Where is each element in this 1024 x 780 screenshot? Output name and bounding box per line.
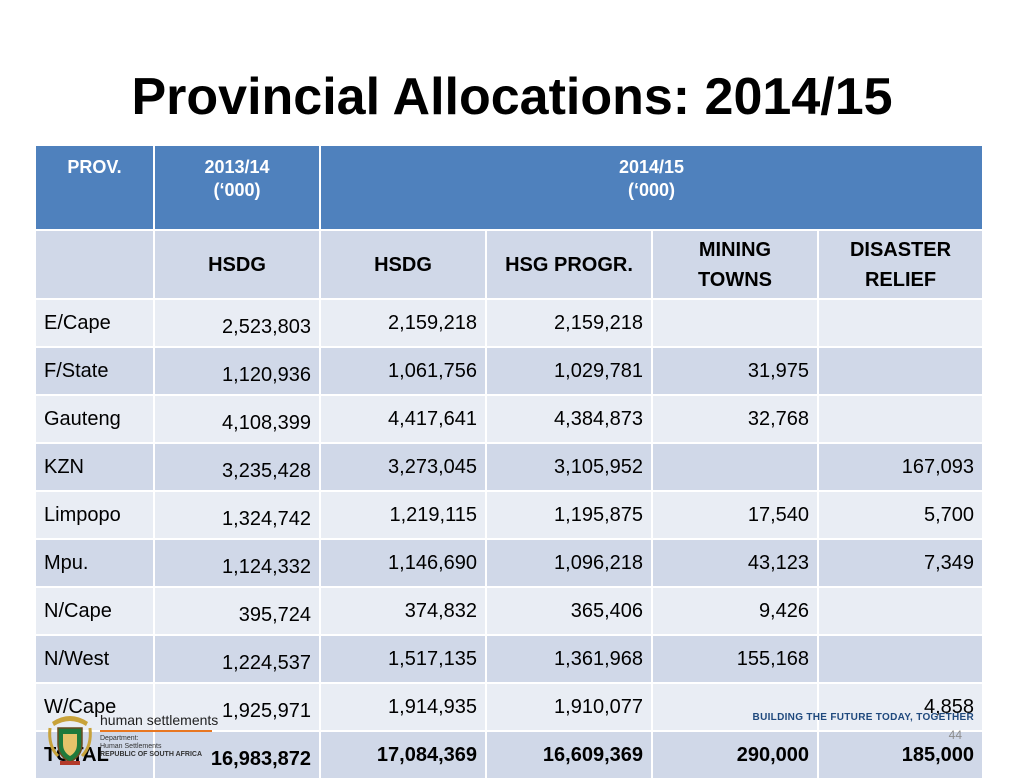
cell-total-2014-hsdg: 17,084,369 xyxy=(319,730,487,780)
cell-disaster-relief: 4,858 xyxy=(816,682,985,732)
cell-hsg-progr: 1,029,781 xyxy=(485,346,653,396)
cell-2014-hsdg: 1,219,115 xyxy=(319,490,487,540)
header-2013-14-year: 2013/14 xyxy=(204,157,270,177)
subheader-prov xyxy=(34,229,155,300)
cell-2014-hsdg: 1,061,756 xyxy=(319,346,487,396)
cell-2014-hsdg: 3,273,045 xyxy=(319,442,487,492)
subheader-disaster-relief-line2: RELIEF xyxy=(864,268,937,291)
cell-disaster-relief xyxy=(816,346,985,396)
table-row: N/Cape 395,724 374,832 365,406 9,426 xyxy=(34,586,985,636)
cell-disaster-relief xyxy=(816,298,985,348)
cell-2013-hsdg: 1,925,971 xyxy=(153,682,321,732)
subheader-mining-towns-line1: MINING xyxy=(698,238,772,261)
cell-hsg-progr: 2,159,218 xyxy=(485,298,653,348)
cell-mining-towns xyxy=(651,442,819,492)
cell-2014-hsdg: 4,417,641 xyxy=(319,394,487,444)
subheader-mining-towns-line2: TOWNS xyxy=(697,268,773,291)
cell-disaster-relief: 5,700 xyxy=(816,490,985,540)
cell-disaster-relief: 7,349 xyxy=(816,538,985,588)
page-number: 44 xyxy=(948,728,962,742)
subheader-hsdg-2014: HSDG xyxy=(319,229,487,300)
cell-2013-hsdg: 1,224,537 xyxy=(153,634,321,684)
cell-2014-hsdg: 2,159,218 xyxy=(319,298,487,348)
header-row-years: PROV. 2013/14 (‘000) 2014/15 (‘000) xyxy=(34,144,985,231)
cell-total-mining-towns: 290,000 xyxy=(651,730,819,780)
allocations-table: PROV. 2013/14 (‘000) 2014/15 (‘000) HSDG… xyxy=(34,144,985,780)
cell-mining-towns xyxy=(651,682,819,732)
cell-mining-towns: 17,540 xyxy=(651,490,819,540)
cell-hsg-progr: 1,910,077 xyxy=(485,682,653,732)
cell-mining-towns xyxy=(651,298,819,348)
cell-province: F/State xyxy=(34,346,155,396)
cell-2014-hsdg: 1,517,135 xyxy=(319,634,487,684)
subheader-disaster-relief: DISASTER RELIEF xyxy=(816,229,985,300)
brand-divider xyxy=(100,730,212,732)
cell-province: Gauteng xyxy=(34,394,155,444)
table-row: Gauteng 4,108,399 4,417,641 4,384,873 32… xyxy=(34,394,985,444)
cell-2013-hsdg: 3,235,428 xyxy=(153,442,321,492)
department-label: Department: xyxy=(100,735,139,742)
cell-province: KZN xyxy=(34,442,155,492)
cell-hsg-progr: 4,384,873 xyxy=(485,394,653,444)
cell-2013-hsdg: 2,523,803 xyxy=(153,298,321,348)
table-row: E/Cape 2,523,803 2,159,218 2,159,218 xyxy=(34,298,985,348)
cell-2013-hsdg: 1,324,742 xyxy=(153,490,321,540)
slide-title: Provincial Allocations: 2014/15 xyxy=(131,68,893,126)
table-row: F/State 1,120,936 1,061,756 1,029,781 31… xyxy=(34,346,985,396)
cell-mining-towns: 155,168 xyxy=(651,634,819,684)
cell-2013-hsdg: 1,124,332 xyxy=(153,538,321,588)
cell-2014-hsdg: 374,832 xyxy=(319,586,487,636)
subheader-disaster-relief-line1: DISASTER xyxy=(849,238,952,261)
cell-2014-hsdg: 1,146,690 xyxy=(319,538,487,588)
cell-disaster-relief: 167,093 xyxy=(816,442,985,492)
table-row: Limpopo 1,324,742 1,219,115 1,195,875 17… xyxy=(34,490,985,540)
header-2013-14-unit: (‘000) xyxy=(213,180,261,200)
header-prov: PROV. xyxy=(34,144,155,231)
cell-disaster-relief xyxy=(816,634,985,684)
table-row: Mpu. 1,124,332 1,146,690 1,096,218 43,12… xyxy=(34,538,985,588)
table-row: KZN 3,235,428 3,273,045 3,105,952 167,09… xyxy=(34,442,985,492)
cell-hsg-progr: 1,096,218 xyxy=(485,538,653,588)
cell-mining-towns: 43,123 xyxy=(651,538,819,588)
cell-hsg-progr: 1,195,875 xyxy=(485,490,653,540)
cell-province: N/Cape xyxy=(34,586,155,636)
cell-2013-hsdg: 395,724 xyxy=(153,586,321,636)
cell-mining-towns: 31,975 xyxy=(651,346,819,396)
header-2013-14: 2013/14 (‘000) xyxy=(153,144,321,231)
header-2014-15: 2014/15 (‘000) xyxy=(318,144,985,231)
cell-hsg-progr: 3,105,952 xyxy=(485,442,653,492)
brand-name: human settlements xyxy=(100,712,219,728)
cell-disaster-relief xyxy=(816,586,985,636)
cell-total-hsg-progr: 16,609,369 xyxy=(485,730,653,780)
cell-mining-towns: 9,426 xyxy=(651,586,819,636)
cell-disaster-relief xyxy=(816,394,985,444)
cell-2013-hsdg: 4,108,399 xyxy=(153,394,321,444)
tagline: BUILDING THE FUTURE TODAY, TOGETHER xyxy=(752,712,974,723)
subheader-hsg-progr: HSG PROGR. xyxy=(485,229,653,300)
cell-province: Mpu. xyxy=(34,538,155,588)
cell-2014-hsdg: 1,914,935 xyxy=(319,682,487,732)
cell-province: N/West xyxy=(34,634,155,684)
cell-mining-towns: 32,768 xyxy=(651,394,819,444)
subheader-mining-towns: MINING TOWNS xyxy=(651,229,819,300)
cell-2013-hsdg: 1,120,936 xyxy=(153,346,321,396)
cell-province: E/Cape xyxy=(34,298,155,348)
cell-hsg-progr: 365,406 xyxy=(485,586,653,636)
header-row-programmes: HSDG HSDG HSG PROGR. MINING TOWNS DISAST… xyxy=(34,229,985,300)
subheader-hsdg-2013: HSDG xyxy=(153,229,321,300)
cell-hsg-progr: 1,361,968 xyxy=(485,634,653,684)
coat-of-arms-icon xyxy=(48,716,92,765)
country-name: REPUBLIC OF SOUTH AFRICA xyxy=(100,751,203,758)
department-brand: human settlements Department: Human Sett… xyxy=(100,712,218,759)
header-2014-15-year: 2014/15 xyxy=(618,157,685,177)
department-name: Human Settlements xyxy=(100,743,162,750)
cell-province: Limpopo xyxy=(34,490,155,540)
header-2014-15-unit: (‘000) xyxy=(627,180,676,200)
table-row: N/West 1,224,537 1,517,135 1,361,968 155… xyxy=(34,634,985,684)
